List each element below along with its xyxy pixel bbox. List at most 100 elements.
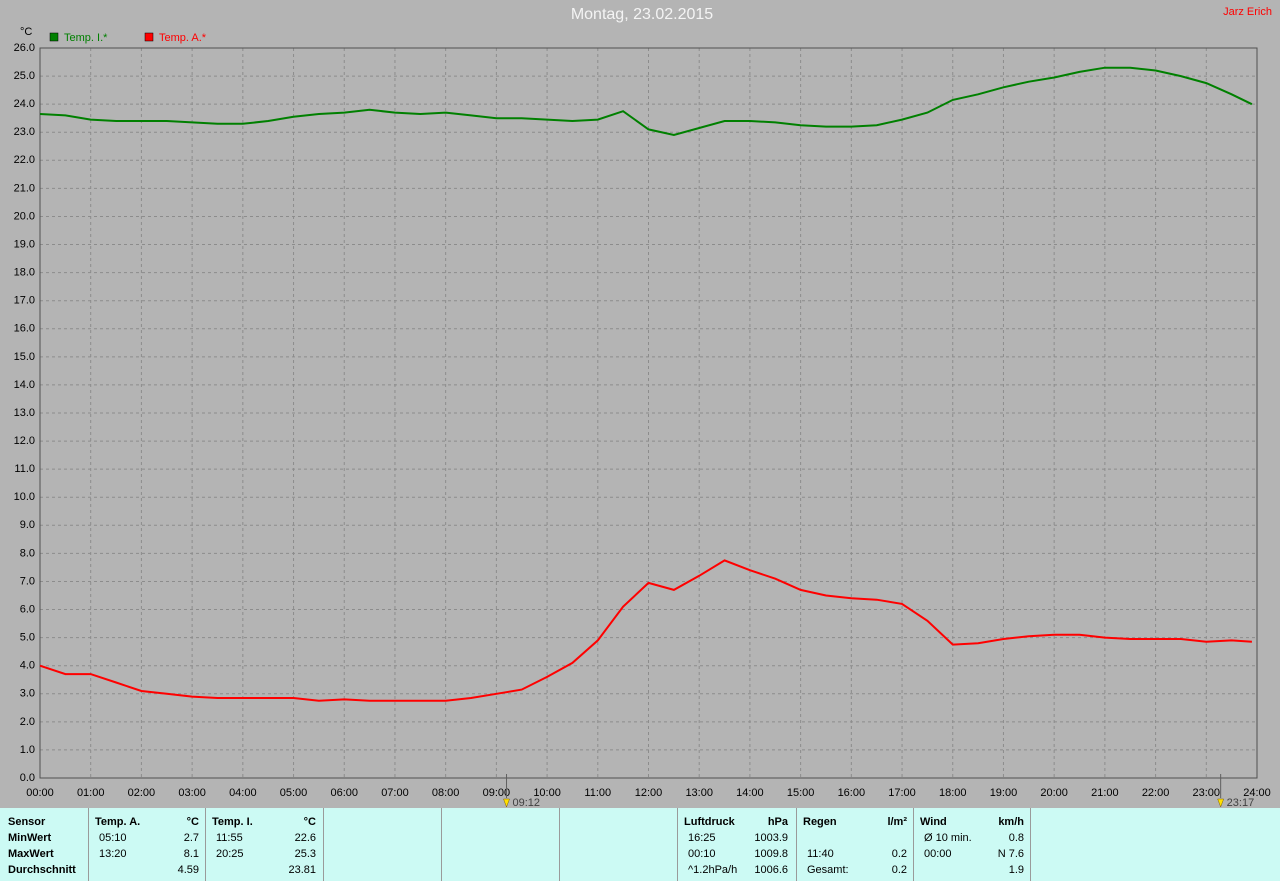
legend-label: Temp. A.*	[159, 32, 207, 44]
y-tick-label: 24.0	[14, 98, 35, 110]
panel-unit: km/h	[998, 816, 1024, 828]
x-tick-label: 24:00	[1243, 787, 1271, 799]
sun-label: 23:17	[1227, 797, 1255, 808]
x-tick-label: 01:00	[77, 787, 105, 799]
separator	[441, 808, 442, 881]
x-tick-label: 08:00	[432, 787, 460, 799]
separator	[1030, 808, 1031, 881]
panel-header: Wind	[920, 816, 947, 828]
x-tick-label: 05:00	[280, 787, 308, 799]
data-line	[39, 559, 1252, 702]
x-tick-label: 04:00	[229, 787, 257, 799]
separator	[913, 808, 914, 881]
y-tick-label: 16.0	[14, 323, 35, 335]
x-tick-label: 18:00	[939, 787, 967, 799]
separator	[559, 808, 560, 881]
x-tick-label: 09:00	[483, 787, 511, 799]
x-tick-label: 13:00	[685, 787, 713, 799]
data-line	[39, 66, 1253, 137]
chart: Montag, 23.02.2015 Jarz Erich °C 0.0 1.0 2…	[14, 6, 1272, 808]
panel-header: Temp. I.	[212, 816, 253, 828]
y-tick-label: 0.0	[20, 772, 35, 784]
cell-time: 16:25	[688, 832, 716, 844]
cell-value: N 7.6	[997, 848, 1024, 860]
legend-label: Temp. I.*	[64, 32, 108, 44]
separator	[205, 808, 206, 881]
x-tick-label: 17:00	[888, 787, 916, 799]
x-tick-label: 20:00	[1040, 787, 1068, 799]
y-tick-label: 15.0	[14, 351, 35, 363]
stats-table: Sensor MinWert MaxWert Durchschnitt Temp. A.…	[0, 808, 1280, 881]
y-tick-label: 13.0	[14, 407, 35, 419]
plot-border	[39, 47, 1258, 779]
row-label: Durchschnitt	[8, 864, 76, 876]
cell-value: 8.1	[183, 848, 199, 860]
cell-value: 0.8	[1008, 832, 1024, 844]
x-tick-label: 14:00	[736, 787, 764, 799]
y-tick-label: 21.0	[14, 182, 35, 194]
y-tick-label: 17.0	[14, 295, 35, 307]
cell-time: 00:00	[924, 848, 952, 860]
sun-label: 09:12	[513, 797, 541, 808]
y-tick-label: 12.0	[14, 435, 35, 447]
cell-value: 0.2	[891, 864, 907, 876]
panel-unit: hPa	[767, 816, 788, 828]
cell-value: 1003.9	[754, 832, 788, 844]
x-tick-label: 11:00	[584, 787, 611, 799]
x-tick-label: 03:00	[178, 787, 206, 799]
y-tick-label: 2.0	[20, 716, 35, 728]
row-label: MinWert	[8, 832, 52, 844]
x-tick-label: 19:00	[990, 787, 1018, 799]
separator	[796, 808, 797, 881]
cell-value: 22.6	[294, 832, 316, 844]
y-tick-label: 22.0	[14, 154, 35, 166]
cell-time: Ø 10 min.	[924, 832, 972, 844]
x-tick-label: 06:00	[330, 787, 358, 799]
cell-time: 20:25	[216, 848, 244, 860]
y-tick-label: 8.0	[20, 547, 35, 559]
panel-header: Regen	[803, 816, 837, 828]
separator	[677, 808, 678, 881]
cell-value: 1.9	[1008, 864, 1024, 876]
cell-value: 4.59	[177, 864, 199, 876]
legend-swatch	[144, 32, 154, 42]
row-label: MaxWert	[8, 848, 54, 860]
y-tick-label: 25.0	[14, 70, 35, 82]
y-tick-label: 23.0	[14, 126, 35, 138]
x-tick-label: 16:00	[838, 787, 866, 799]
cell-time: 11:40	[807, 848, 834, 860]
y-tick-label: 9.0	[20, 519, 35, 531]
panel-header: Temp. A.	[95, 816, 141, 828]
y-tick-label: 7.0	[20, 575, 35, 587]
cell-time: 05:10	[99, 832, 127, 844]
legend-swatch	[49, 32, 59, 42]
y-tick-label: 18.0	[14, 267, 35, 279]
x-tick-label: 07:00	[381, 787, 409, 799]
y-tick-label: 1.0	[20, 744, 35, 756]
cell-value: 0.2	[891, 848, 907, 860]
cell-time: 11:55	[216, 832, 243, 844]
x-tick-label: 15:00	[787, 787, 815, 799]
sun-icon	[503, 798, 510, 808]
y-tick-label: 3.0	[20, 688, 35, 700]
y-tick-label: 10.0	[14, 491, 35, 503]
y-tick-label: 26.0	[14, 42, 35, 54]
y-tick-label: 6.0	[20, 603, 35, 615]
panel-unit: °C	[303, 816, 316, 828]
author: Jarz Erich	[1223, 6, 1272, 18]
separator	[88, 808, 89, 881]
cell-value: 23.81	[288, 864, 316, 876]
y-tick-label: 4.0	[20, 660, 35, 672]
x-tick-label: 00:00	[26, 787, 54, 799]
cell-value: 2.7	[183, 832, 199, 844]
x-tick-label: 12:00	[635, 787, 663, 799]
separator	[323, 808, 324, 881]
sun-icon	[1217, 798, 1225, 808]
row-label: Sensor	[8, 816, 46, 828]
x-tick-label: 02:00	[128, 787, 156, 799]
panel-unit: °C	[186, 816, 199, 828]
y-tick-label: 5.0	[20, 632, 35, 644]
cell-time: Gesamt:	[807, 864, 849, 876]
cell-value: 1009.8	[754, 848, 788, 860]
